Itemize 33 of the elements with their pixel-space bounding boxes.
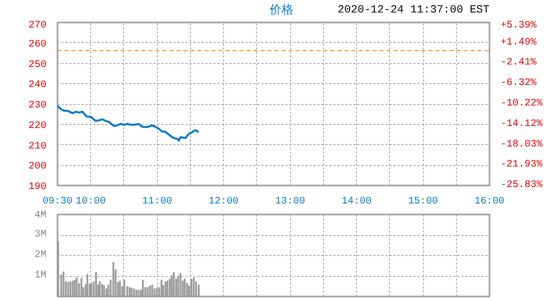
x-tick-label: 13:00 bbox=[275, 196, 306, 208]
y-tick-label: 230 bbox=[28, 100, 47, 112]
y2-tick-label: -18.03% bbox=[500, 139, 543, 150]
y2-tick-label: +5.39% bbox=[500, 20, 537, 32]
x-tick-label: 09:30 bbox=[42, 196, 73, 208]
y-tick-label: 200 bbox=[28, 162, 47, 173]
y-tick-label: 3M bbox=[34, 230, 47, 240]
y-tick-label: 1M bbox=[34, 270, 47, 282]
x-tick-label: 10:00 bbox=[76, 196, 106, 208]
x-tick-label: 16:00 bbox=[474, 196, 505, 208]
y-tick-label: 210 bbox=[28, 141, 47, 152]
y-tick-label: 4M bbox=[34, 210, 47, 222]
x-tick-label: 11:00 bbox=[142, 196, 172, 208]
text: 价格 bbox=[270, 2, 294, 18]
y-tick-label: 250 bbox=[28, 60, 47, 71]
y-tick-label: 260 bbox=[28, 39, 47, 50]
y-tick-label: 220 bbox=[28, 120, 47, 132]
y2-tick-label: +1.49% bbox=[500, 37, 537, 48]
y2-tick-label: -6.32% bbox=[500, 78, 537, 90]
y2-tick-label: -10.22% bbox=[500, 98, 543, 110]
x-tick-label: 15:00 bbox=[408, 196, 438, 208]
x-tick-label: 14:00 bbox=[342, 196, 372, 208]
y2-tick-label: -25.83% bbox=[500, 180, 543, 191]
y-tick-label: 2M bbox=[34, 250, 47, 261]
x-tick-label: 12:00 bbox=[208, 196, 239, 208]
y2-tick-label: -21.93% bbox=[500, 160, 543, 171]
y2-tick-label: -2.41% bbox=[500, 58, 537, 69]
y-tick-label: 240 bbox=[28, 80, 47, 92]
y2-tick-label: -14.12% bbox=[500, 118, 543, 130]
y-tick-label: 270 bbox=[28, 20, 47, 32]
line-series bbox=[58, 104, 200, 142]
y-tick-label: 190 bbox=[28, 182, 47, 193]
text: 2020-12-24 11:37:00 EST bbox=[338, 4, 490, 16]
